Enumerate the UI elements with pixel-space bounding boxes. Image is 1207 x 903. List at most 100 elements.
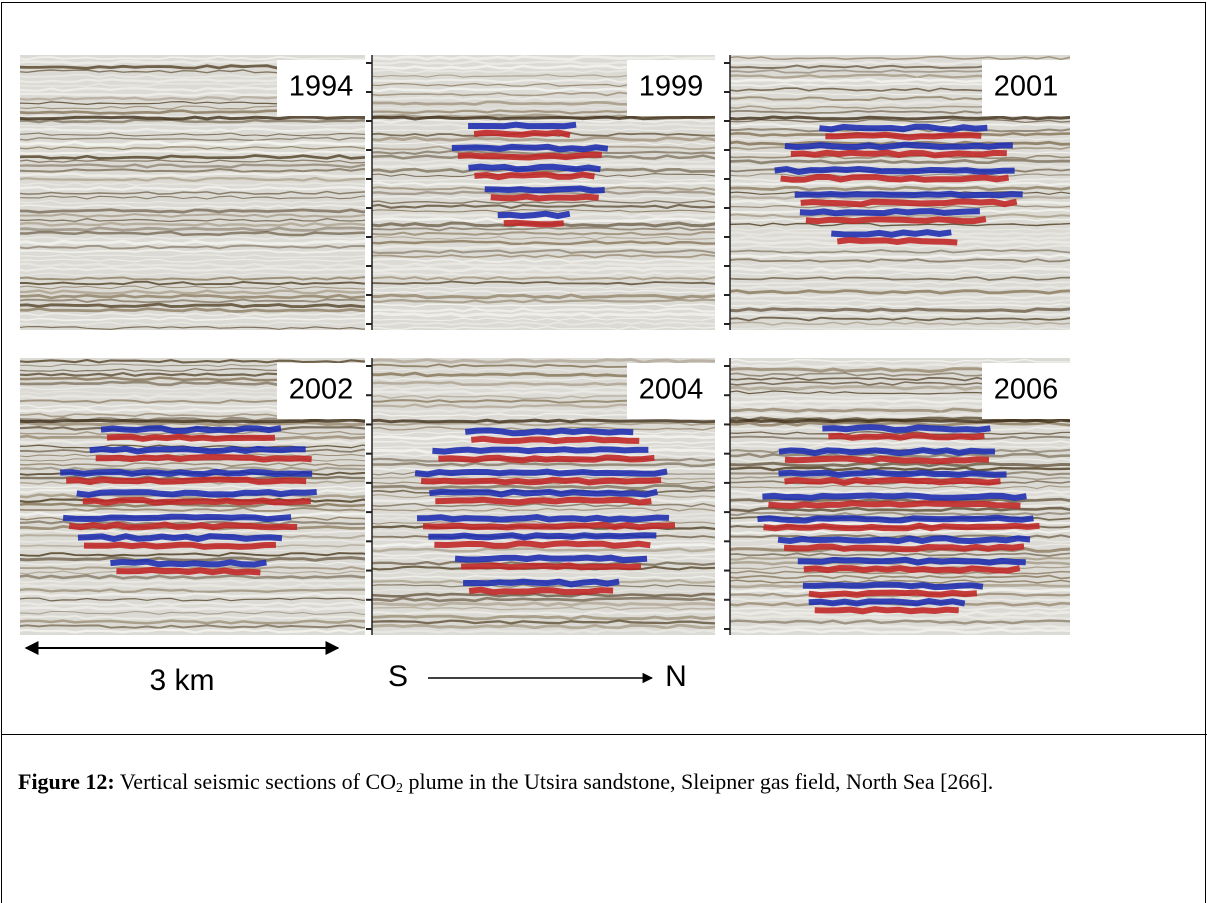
- plume-red: [435, 496, 652, 506]
- reflector: [730, 222, 1070, 227]
- seismic-panel: 2006: [724, 358, 1070, 635]
- reflector: [730, 213, 1070, 218]
- year-box: [277, 60, 365, 116]
- reflector: [730, 118, 1070, 124]
- reflector: [20, 592, 365, 598]
- plume-blue: [414, 468, 668, 478]
- reflector: [20, 218, 365, 223]
- plume-blue: [762, 492, 1027, 502]
- reflector: [372, 217, 715, 223]
- reflector: [20, 312, 365, 317]
- plume-red: [808, 589, 978, 599]
- reflector: [20, 276, 365, 281]
- reflector: [372, 226, 715, 232]
- reflector: [20, 190, 365, 195]
- reflector: [20, 172, 365, 178]
- year-box: [277, 363, 365, 419]
- reflector: [372, 453, 715, 458]
- reflector: [20, 605, 365, 612]
- reflector: [730, 276, 1070, 281]
- reflector: [20, 127, 365, 133]
- reflector: [20, 493, 365, 499]
- reflector: [20, 547, 365, 553]
- plume-red: [503, 219, 564, 228]
- reflector: [730, 311, 1070, 317]
- plume-red: [82, 496, 311, 506]
- reflector: [730, 439, 1070, 445]
- reflector: [20, 55, 365, 61]
- reflector: [20, 421, 365, 427]
- reflector: [20, 266, 365, 272]
- reflector: [20, 619, 365, 625]
- reflector: [372, 601, 715, 607]
- plume-blue: [416, 513, 670, 523]
- plume-red: [116, 566, 261, 576]
- plume-red: [800, 198, 1018, 208]
- plume-red: [95, 453, 312, 463]
- plume-red: [461, 562, 642, 571]
- plume-red: [783, 543, 1025, 553]
- reflector: [372, 244, 715, 250]
- plume-blue: [819, 123, 988, 133]
- reflector: [730, 258, 1070, 263]
- reflector: [20, 226, 365, 232]
- year-label: 1999: [639, 71, 704, 103]
- reflector: [20, 239, 365, 246]
- reflector: [20, 583, 365, 589]
- reflector: [730, 285, 1070, 291]
- seabed-reflector: [372, 115, 715, 121]
- reflector: [20, 302, 365, 309]
- reflector: [372, 303, 715, 308]
- plume-red: [825, 131, 982, 141]
- reflector: [372, 289, 715, 295]
- reflector: [730, 431, 1070, 436]
- reflections: [20, 358, 365, 634]
- reflector: [372, 262, 715, 268]
- reflector: [20, 208, 365, 214]
- reflector: [372, 421, 715, 427]
- reflector: [372, 570, 715, 575]
- reflector: [730, 489, 1070, 495]
- plume-red: [66, 476, 307, 486]
- plume-blue: [76, 488, 317, 498]
- seismic-panel: 1999: [366, 55, 715, 330]
- plume-red: [457, 151, 602, 161]
- seismic-panel: 2001: [724, 55, 1070, 330]
- reflector: [730, 249, 1070, 254]
- reflector: [730, 511, 1070, 517]
- reflector: [372, 493, 715, 499]
- reflector: [730, 55, 1070, 61]
- plume-blue: [778, 447, 995, 457]
- reflector: [20, 163, 365, 169]
- reflector: [372, 623, 715, 630]
- reflector: [20, 462, 365, 467]
- reflector: [372, 552, 715, 557]
- year-label: 1994: [289, 71, 354, 103]
- reflector: [20, 316, 365, 322]
- reflector: [730, 461, 1070, 468]
- plume-red: [474, 171, 595, 181]
- plume-red: [814, 606, 959, 615]
- reflector: [20, 140, 365, 147]
- plume-red: [470, 435, 640, 445]
- reflector: [730, 574, 1070, 580]
- plume-red: [784, 476, 1001, 486]
- reflector: [372, 311, 715, 318]
- reflector: [730, 150, 1070, 155]
- plume-red: [106, 433, 276, 442]
- reflections: [372, 55, 715, 330]
- reflector: [730, 466, 1070, 472]
- reflector: [372, 547, 715, 553]
- seismic-panel: 2002: [20, 358, 365, 635]
- reflector: [20, 149, 365, 155]
- plume-blue: [757, 514, 1034, 524]
- plume-blue: [464, 427, 634, 437]
- caption: Figure 12: Vertical seismic sections of …: [18, 752, 1190, 812]
- reflector: [372, 235, 715, 240]
- reflector: [20, 529, 365, 535]
- reflector: [20, 507, 365, 512]
- plume-blue: [60, 468, 313, 478]
- reflector: [372, 358, 715, 364]
- reflector: [20, 118, 365, 124]
- plume-red: [768, 500, 1021, 510]
